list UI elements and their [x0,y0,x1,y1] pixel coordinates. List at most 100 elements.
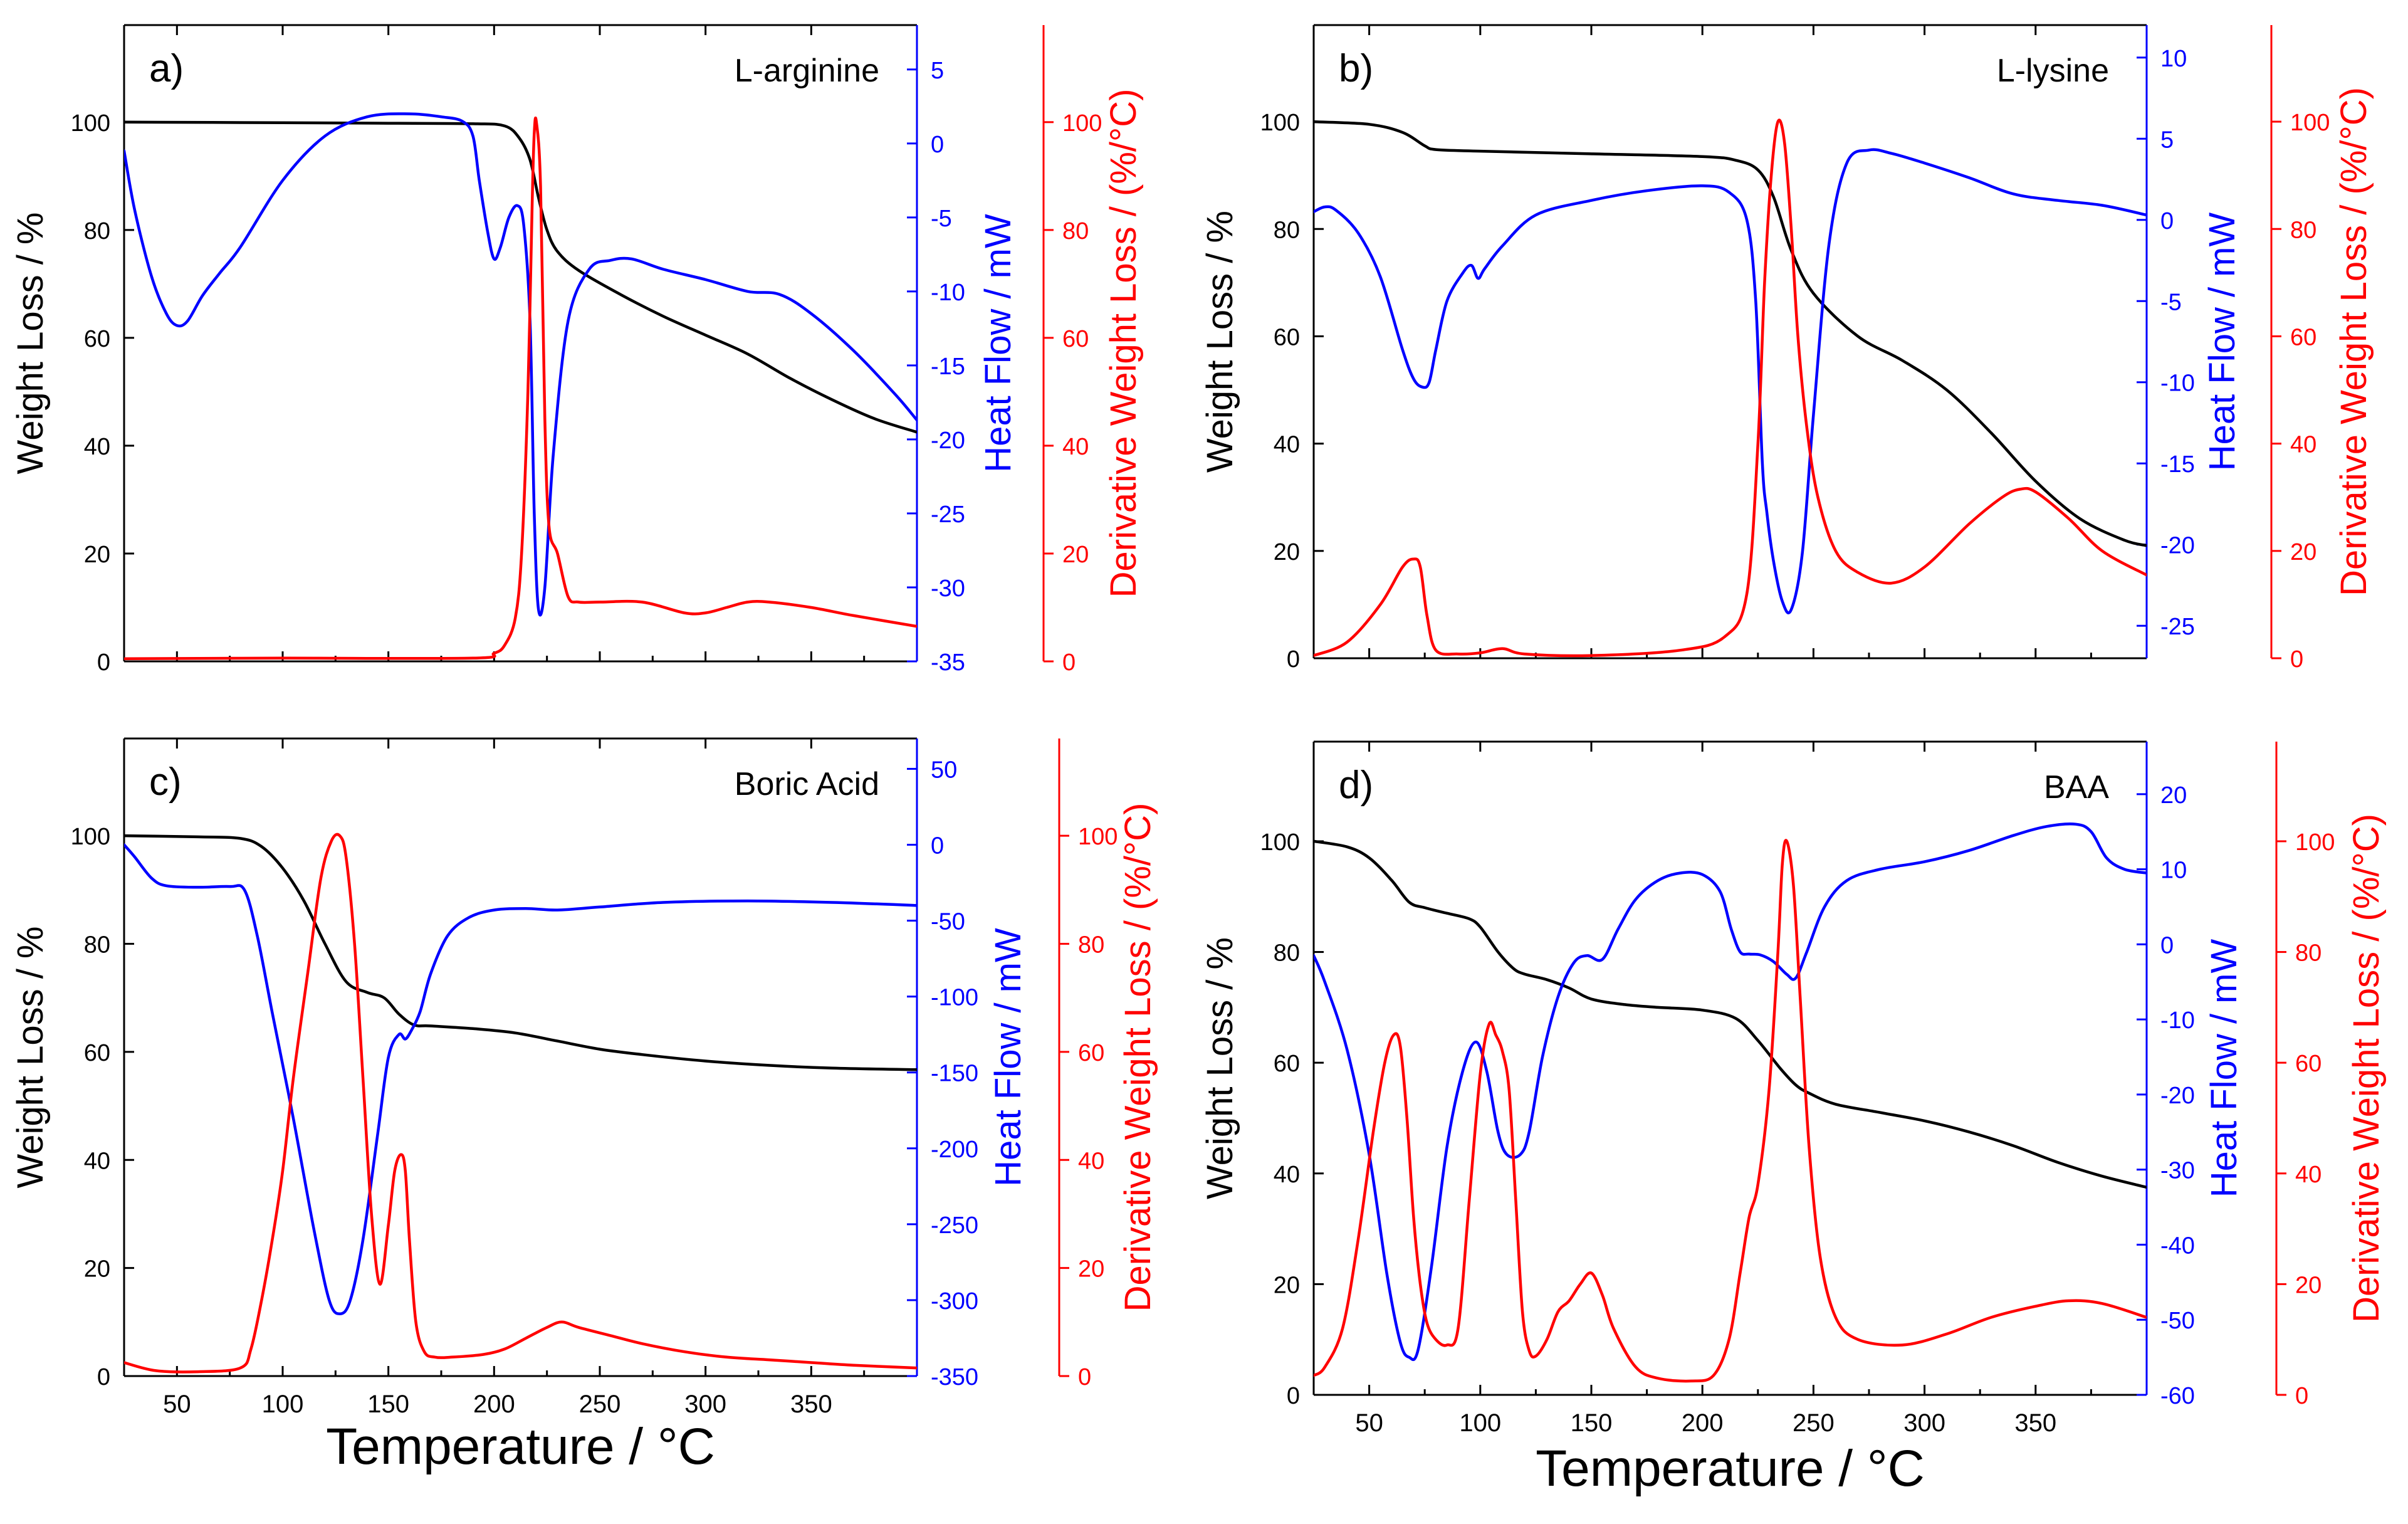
deriv-y-tick-label: 40 [2295,1162,2322,1188]
series-derivative-weight-loss-line [124,833,917,1374]
heat-y-tick-label: -350 [931,1364,978,1390]
deriv-y-tick-label: 80 [1078,932,1104,959]
left-y-tick-label: 0 [1287,646,1300,673]
left-y-tick-label: 40 [84,1148,110,1174]
deriv-y-axis-label: Derivative Weight Loss / (%/°C) [1103,89,1144,598]
series-derivative-weight-loss-line [1314,839,2147,1383]
x-tick-label: 100 [1459,1409,1501,1437]
x-axis-label: Temperature / °C [1536,1440,1925,1497]
heat-y-tick-label: -100 [931,985,978,1011]
x-tick-label: 100 [262,1390,304,1418]
panel-title: L-lysine [1997,53,2109,89]
heat-y-axis-label: Heat Flow / mW [978,214,1018,473]
heat-y-tick-label: 0 [931,833,944,859]
series-derivative-weight-loss-line [124,117,917,660]
heat-y-tick-label: 50 [931,757,957,783]
deriv-y-tick-label: 100 [1078,824,1118,850]
left-y-axis-label: Weight Loss / % [10,926,51,1188]
deriv-y-tick-label: 80 [2295,940,2322,967]
heat-y-tick-label: -10 [2160,1007,2195,1034]
deriv-y-tick-label: 80 [1062,218,1089,244]
deriv-y-tick-label: 40 [2290,432,2316,458]
left-y-tick-label: 40 [84,434,110,460]
heat-y-tick-label: -30 [931,575,965,602]
left-y-tick-label: 60 [1274,1051,1300,1077]
heat-y-axis-label: Heat Flow / mW [988,928,1029,1187]
heat-y-tick-label: -20 [931,428,965,454]
heat-y-tick-label: -40 [2160,1232,2195,1259]
heat-y-tick-label: 10 [2160,46,2187,72]
left-y-tick-label: 100 [1260,110,1300,136]
panel-c: 50 100 150 200 250 300 350020406080100500-50-1… [10,737,1158,1475]
heat-y-tick-label: 5 [931,58,944,84]
heat-y-tick-label: -5 [931,206,952,232]
deriv-y-tick-label: 40 [1078,1148,1104,1174]
x-tick-label: 350 [790,1390,832,1418]
panel-title: Boric Acid [735,766,879,802]
heat-y-axis-label: Heat Flow / mW [2202,213,2243,471]
left-y-tick-label: 0 [97,1364,110,1390]
x-tick-label: 50 [1355,1409,1383,1437]
heat-y-tick-label: 20 [2160,782,2187,809]
heat-y-tick-label: -35 [931,649,965,676]
panel-a: 0 20 40 60 80 100 5 0 -5 -10 -15 -20 -25 -30 -35 0 20 40 6… [10,24,1144,676]
panel-title: L-arginine [735,53,879,89]
left-y-tick-label: 60 [84,326,110,352]
x-tick-label: 250 [579,1390,621,1418]
deriv-y-tick-label: 0 [1078,1364,1091,1390]
deriv-y-tick-label: 100 [1062,110,1102,137]
left-y-tick-label: 60 [1274,324,1300,350]
heat-y-tick-label: -20 [2160,1083,2195,1109]
heat-y-tick-label: -200 [931,1137,978,1163]
heat-y-tick-label: 0 [2160,932,2174,959]
series-heat-flow-line [1314,822,2147,1362]
panel-letter: a) [149,47,184,90]
deriv-y-tick-label: 100 [2295,829,2335,856]
series-heat-flow-line [124,112,917,617]
x-axis-label: Temperature / °C [326,1418,715,1475]
panel-title: BAA [2044,769,2109,806]
panel-b: 0 20 40 60 80 100 10 5 0 -5 -10 -15 -20 -25 0 20 40 60 80 1… [1200,24,2374,673]
left-y-tick-label: 40 [1274,432,1300,458]
deriv-y-tick-label: 0 [1062,649,1076,676]
x-tick-label: 150 [367,1390,409,1418]
left-y-tick-label: 20 [1274,539,1300,565]
left-y-tick-label: 100 [71,110,110,137]
heat-y-tick-label: -30 [2160,1158,2195,1184]
heat-y-tick-label: -20 [2160,533,2195,559]
x-tick-label: 200 [1682,1409,1724,1437]
heat-y-axis-label: Heat Flow / mW [2204,939,2244,1198]
heat-y-tick-label: 5 [2160,127,2174,153]
deriv-y-tick-label: 20 [2295,1272,2322,1298]
heat-y-tick-label: -10 [2160,370,2195,397]
x-tick-label: 250 [1793,1409,1835,1437]
deriv-y-tick-label: 60 [1078,1040,1104,1066]
deriv-y-tick-label: 100 [2290,110,2330,136]
series-derivative-weight-loss-line [1314,118,2147,658]
deriv-y-tick-label: 80 [2290,217,2316,243]
series-weight-loss-line [124,120,917,434]
left-y-tick-label: 80 [84,218,110,244]
left-y-tick-label: 80 [84,932,110,959]
deriv-y-tick-label: 60 [2295,1051,2322,1077]
x-tick-label: 50 [163,1390,191,1418]
heat-y-tick-label: -25 [2160,614,2195,640]
panel-d: 50 100 150 200 250 300 35002040608010020100-10… [1200,740,2387,1497]
left-y-axis-label: Weight Loss / % [10,212,51,474]
left-y-tick-label: 60 [84,1040,110,1066]
panel-letter: c) [149,760,182,804]
left-y-tick-label: 0 [1287,1383,1300,1409]
left-y-tick-label: 20 [1274,1272,1300,1298]
left-y-tick-label: 0 [97,649,110,676]
x-tick-label: 350 [2014,1409,2056,1437]
deriv-y-tick-label: 20 [1078,1256,1104,1283]
panel-letter: b) [1339,47,1373,90]
heat-y-tick-label: 10 [2160,858,2187,884]
heat-y-tick-label: -60 [2160,1383,2195,1409]
left-y-axis-label: Weight Loss / % [1200,211,1240,473]
x-tick-label: 300 [1903,1409,1945,1437]
deriv-y-tick-label: 20 [2290,539,2316,565]
x-tick-label: 150 [1571,1409,1613,1437]
panel-letter: d) [1339,764,1373,807]
